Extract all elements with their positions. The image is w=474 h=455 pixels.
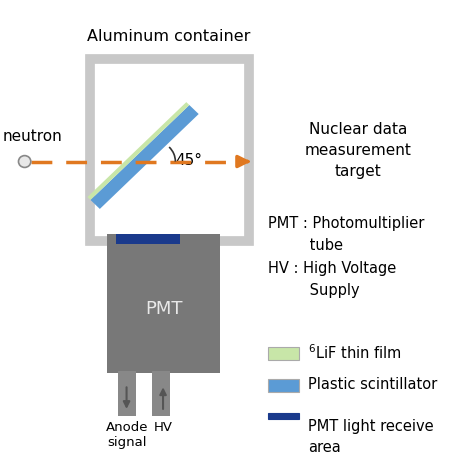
Bar <box>90 59 249 241</box>
Text: $^6$LiF thin film: $^6$LiF thin film <box>308 343 402 362</box>
Text: Nuclear data
measurement
target: Nuclear data measurement target <box>304 121 411 179</box>
Text: Aluminum container: Aluminum container <box>87 29 250 44</box>
Bar <box>107 234 220 373</box>
Bar <box>118 371 136 416</box>
Bar <box>268 347 299 360</box>
Circle shape <box>18 156 31 167</box>
Bar <box>152 371 170 416</box>
Text: 45°: 45° <box>175 153 202 167</box>
Text: Anode
signal: Anode signal <box>106 420 148 449</box>
Bar <box>116 234 180 244</box>
Text: PMT: PMT <box>145 300 182 318</box>
Polygon shape <box>91 105 199 209</box>
Polygon shape <box>87 102 189 200</box>
Bar <box>268 413 299 419</box>
Text: neutron: neutron <box>2 129 62 144</box>
Text: Plastic scintillator: Plastic scintillator <box>308 377 438 392</box>
Text: PMT : Photomultiplier
         tube
HV : High Voltage
         Supply: PMT : Photomultiplier tube HV : High Vol… <box>268 216 424 298</box>
Text: HV: HV <box>154 421 173 434</box>
Bar <box>268 379 299 392</box>
Text: PMT light receive
area: PMT light receive area <box>308 419 434 455</box>
